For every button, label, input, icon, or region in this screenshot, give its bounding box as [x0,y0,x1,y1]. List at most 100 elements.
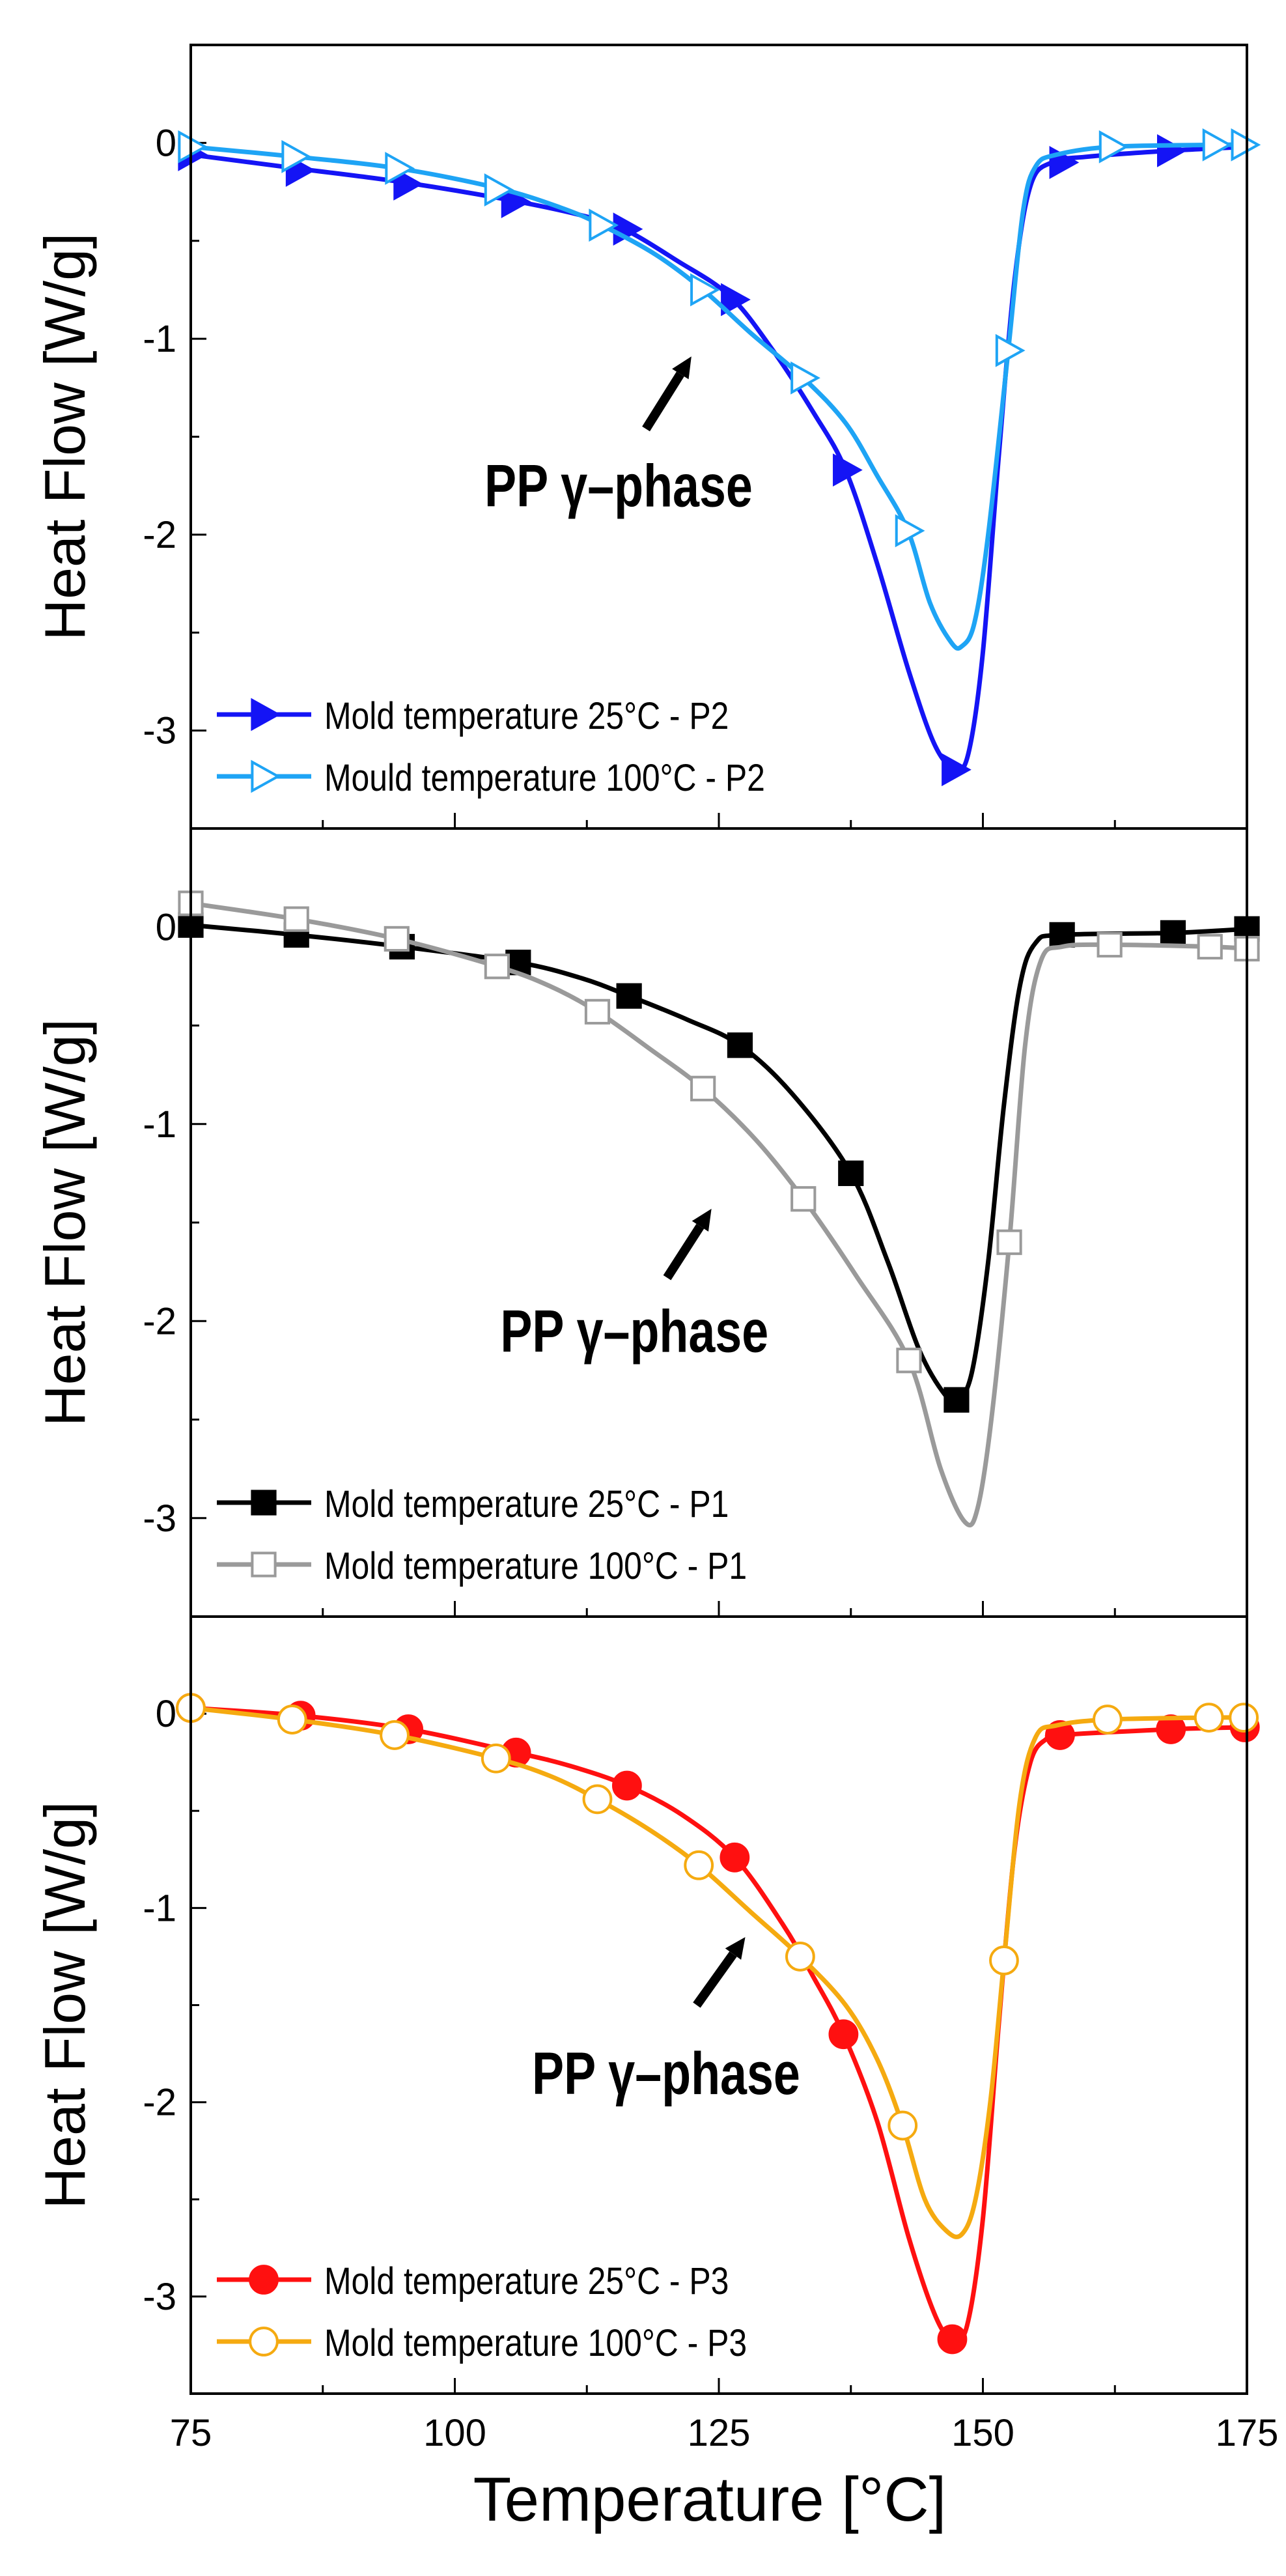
circle-marker [277,1705,307,1734]
triangle-marker [589,208,619,242]
circle-marker [611,1770,642,1801]
square-marker [944,1387,970,1413]
y-axis-label: Heat Flow [W/g] [33,1802,97,2209]
y-tick-label: 0 [156,906,176,948]
y-tick-label: -3 [143,2276,176,2318]
triangle-marker [895,514,925,548]
series-line [190,1705,1245,2343]
triangle-marker [484,173,514,206]
series-2 [178,890,1260,1527]
circle-marker [1156,1714,1186,1744]
y-axis-label: Heat Flow [W/g] [33,1019,97,1426]
square-marker [484,954,510,980]
plot-frame [189,1615,1248,2395]
arrow-head-icon [725,1937,746,1960]
square-marker [251,1490,277,1516]
y-tick-label: -3 [143,710,176,752]
circle-marker [582,1784,613,1815]
triangle-marker [1231,128,1261,162]
square-marker [283,906,309,932]
triangle-marker [721,283,751,317]
square-marker [616,983,642,1009]
legend: Mold temperature 25°C - P1 Mold temperatu… [217,1484,747,1587]
circle-marker [828,2019,859,2050]
panel-middle: 0 -1 -2 -3 Heat Flow [W/g] Mold temperature 2… [33,827,1260,1618]
square-marker [384,926,410,952]
triangle-marker [385,152,415,185]
circle-marker [1229,1703,1259,1733]
triangle-marker [1202,128,1233,162]
y-tick-label: -1 [143,318,176,360]
annotation-arrow [642,371,684,432]
legend: Mold temperature 25°C - P3 Mold temperatu… [217,2261,747,2364]
circle-marker [380,1720,410,1750]
arrow-head-icon [692,1208,712,1232]
circle-marker [888,2110,918,2141]
circle-marker [249,2327,279,2357]
x-tick-label: 125 [688,2412,751,2454]
panel-top: 0 -1 -2 -3 Heat Flow [W/g] Mold temperature 2… [33,44,1261,830]
triangle-marker [393,167,424,201]
square-marker [727,1032,753,1058]
legend-label: Mould temperature 100°C - P2 [324,757,765,799]
square-marker [1160,920,1186,946]
y-axis-label: Heat Flow [W/g] [33,233,97,641]
y-tick-label: -2 [143,514,176,556]
y-tick-label: 0 [156,1693,176,1735]
triangle-marker [251,698,281,731]
triangle-marker [281,140,312,173]
circle-marker [720,1842,750,1873]
legend-label: Mold temperature 25°C - P2 [324,696,729,737]
annotation-arrow [693,1951,737,2008]
series-2 [178,128,1261,651]
square-marker [251,1551,277,1578]
triangle-marker [995,333,1026,367]
legend-label: Mold temperature 100°C - P3 [324,2323,747,2364]
annotation-arrow [663,1223,705,1281]
square-marker [1097,931,1123,958]
circle-marker [684,1850,714,1880]
triangle-marker [251,759,281,793]
circle-marker [481,1743,511,1774]
legend-label: Mold temperature 25°C - P3 [324,2261,729,2302]
series-2 [176,1693,1259,2239]
x-tick-label: 150 [951,2412,1014,2454]
triangle-marker [833,453,863,487]
annotation-label: PP γ–phase [484,453,753,520]
circle-marker [249,2265,279,2295]
annotation-label: PP γ–phase [500,1298,768,1365]
square-marker [584,998,611,1025]
circle-marker [1194,1703,1224,1733]
square-marker [838,1160,864,1186]
square-marker [896,1348,922,1374]
circle-marker [989,1946,1019,1975]
x-tick-label: 175 [1216,2412,1279,2454]
y-tick-label: -1 [143,1103,176,1146]
y-tick-label: -2 [143,2082,176,2124]
triangle-marker [942,753,971,787]
x-tick-label: 75 [170,2412,212,2454]
square-marker [690,1075,716,1101]
legend-label: Mold temperature 100°C - P1 [324,1546,747,1587]
square-marker [1049,922,1075,948]
legend-label: Mold temperature 25°C - P1 [324,1484,729,1525]
circle-marker [937,2324,968,2355]
square-marker [996,1229,1022,1255]
y-tick-label: -2 [143,1300,176,1342]
circle-marker [785,1942,815,1972]
x-axis-label: Temperature [°C] [473,2465,947,2534]
y-tick-label: -1 [143,1887,176,1929]
legend: Mold temperature 25°C - P2 Mould temperat… [217,696,765,799]
x-tick-label: 100 [423,2412,486,2454]
square-marker [790,1186,817,1212]
panel-bottom: 0 -1 -2 -3 75 100 125 150 175 Heat Flow [W/g] Mold… [33,1615,1279,2454]
y-tick-label: -3 [143,1497,176,1540]
circle-marker [1092,1705,1123,1734]
triangle-marker [790,361,820,395]
triangle-marker [1098,130,1129,163]
arrow-head-icon [672,356,692,380]
y-tick-label: 0 [156,122,176,164]
triangle-marker [178,130,208,163]
